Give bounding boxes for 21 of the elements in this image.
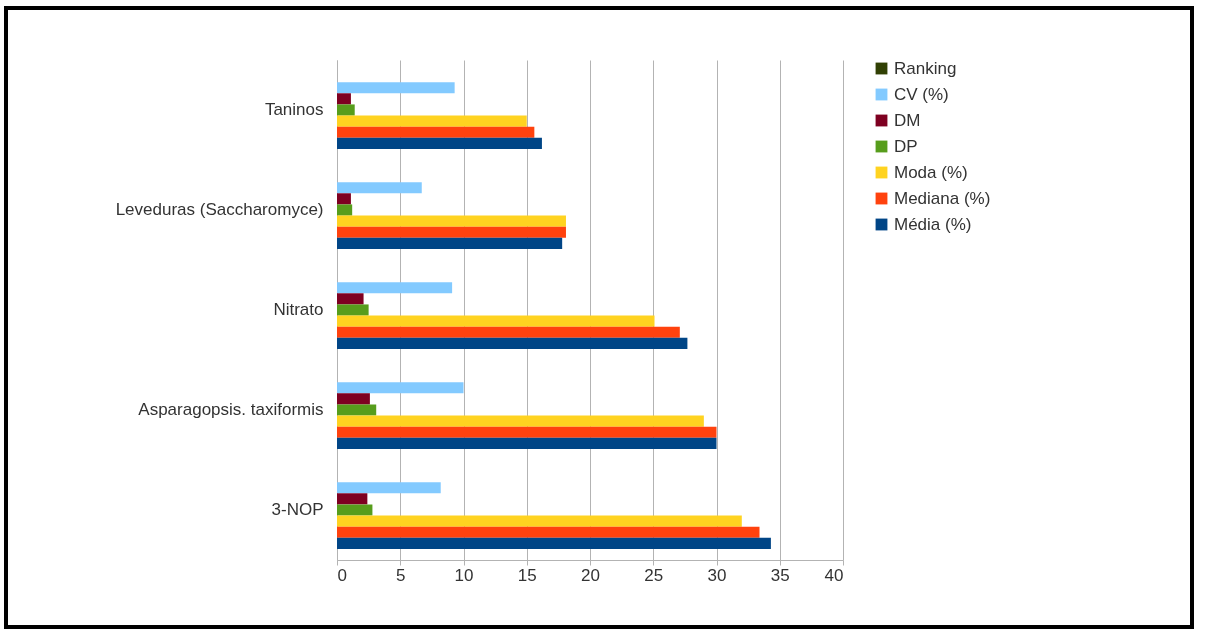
x-tick-label: 0 <box>337 565 347 585</box>
legend-label: Média (%) <box>894 214 972 234</box>
legend-label: Moda (%) <box>894 162 968 182</box>
legend-label: DM <box>894 110 921 130</box>
x-tick-label: 15 <box>517 565 537 585</box>
x-tick-label: 30 <box>707 565 727 585</box>
x-tick-label: 10 <box>454 565 474 585</box>
legend-label: Ranking <box>894 58 957 78</box>
x-tick-label: 5 <box>396 565 406 585</box>
y-tick-label: 3-NOP <box>271 500 324 519</box>
x-tick-label: 25 <box>644 565 664 585</box>
y-tick-label: Leveduras (Saccharomyce) <box>115 200 324 219</box>
legend-label: DP <box>894 136 918 156</box>
x-tick-label: 35 <box>770 565 790 585</box>
legend-label: CV (%) <box>894 84 949 104</box>
y-tick-label: Asparagopsis. taxiformis <box>138 400 324 419</box>
y-tick-label: Taninos <box>264 100 324 119</box>
legend-label: Mediana (%) <box>894 188 991 208</box>
x-tick-label: 20 <box>581 565 600 585</box>
x-tick-label: 40 <box>824 565 844 585</box>
y-tick-label: Nitrato <box>273 300 324 319</box>
